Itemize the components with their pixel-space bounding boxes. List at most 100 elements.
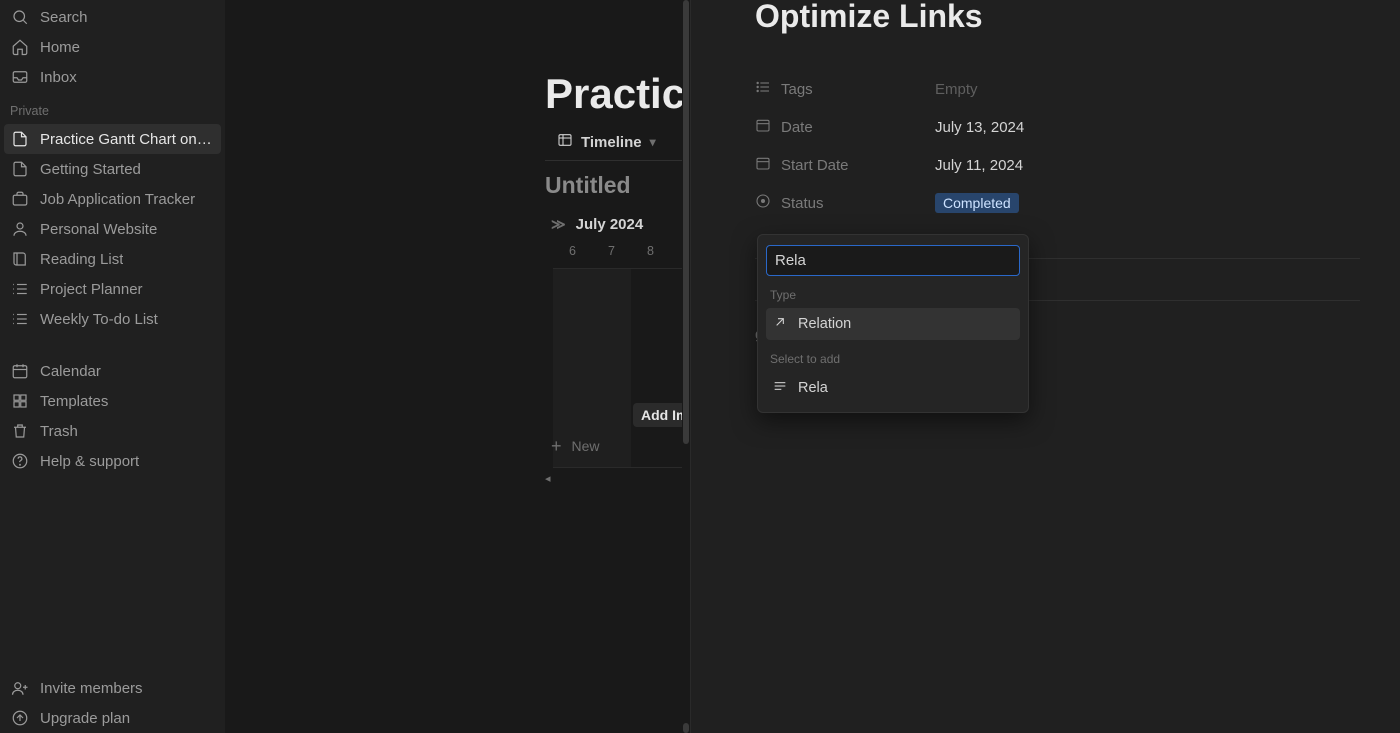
scroll-left-caret-icon: ◂ [545, 472, 551, 485]
sidebar-item-templates[interactable]: Templates [0, 386, 225, 416]
view-name: Timeline [581, 134, 642, 151]
sidebar-item-trash[interactable]: Trash [0, 416, 225, 446]
main-content: Practice Gantt Char Timeline ▾ Untitled … [225, 0, 690, 733]
list-icon [10, 279, 30, 299]
page-panel-title[interactable]: Optimize Links [755, 0, 1360, 32]
sidebar-item-label: Weekly To-do List [40, 311, 158, 328]
status-pill: Completed [935, 193, 1019, 213]
new-label: New [572, 438, 600, 454]
tags-icon [755, 79, 771, 99]
popover-section-select: Select to add [770, 352, 1016, 366]
sidebar-item-label: Search [40, 9, 88, 26]
sidebar-section-private: Private [0, 92, 225, 124]
sidebar-item-home[interactable]: Home [0, 32, 225, 62]
property-key: Tags [755, 79, 923, 99]
sidebar-item-label: Job Application Tracker [40, 191, 195, 208]
popover-item-label: Relation [798, 316, 851, 332]
day-column: 6 [553, 244, 592, 258]
sidebar-item-calendar[interactable]: Calendar [0, 356, 225, 386]
sidebar-item-label: Home [40, 39, 80, 56]
templates-icon [10, 391, 30, 411]
sidebar-item-label: Inbox [40, 69, 77, 86]
page-icon [10, 129, 30, 149]
sidebar-item-label: Upgrade plan [40, 710, 130, 727]
sidebar-page-getting-started[interactable]: Getting Started [0, 154, 225, 184]
sidebar-page-practice-gantt-chart-on-n[interactable]: Practice Gantt Chart on N… [4, 124, 221, 154]
sidebar-item-label: Invite members [40, 680, 143, 697]
brief-icon [10, 189, 30, 209]
page-icon [10, 159, 30, 179]
days-header: 67891011121314 [553, 244, 690, 258]
popover-item-relation[interactable]: Relation [766, 308, 1020, 340]
property-value[interactable]: Empty [935, 81, 978, 98]
v-scroll-thumb-tail[interactable] [683, 723, 689, 733]
property-search-input[interactable] [766, 245, 1020, 276]
calendar-icon [10, 361, 30, 381]
property-key-label: Date [781, 119, 813, 136]
timeline-h-scrollbar[interactable]: ◂ [545, 472, 690, 486]
sidebar-item-label: Reading List [40, 251, 123, 268]
sidebar-item-label: Practice Gantt Chart on N… [40, 131, 215, 148]
plus-icon: + [551, 439, 562, 453]
property-key: Status [755, 193, 923, 213]
month-label: July 2024 [576, 216, 644, 233]
sidebar-item-label: Personal Website [40, 221, 157, 238]
property-type-popover: Type Relation Select to add Rela [757, 234, 1029, 413]
text-icon [772, 378, 788, 398]
sidebar-page-weekly-to-do-list[interactable]: Weekly To-do List [0, 304, 225, 334]
sidebar-page-job-application-tracker[interactable]: Job Application Tracker [0, 184, 225, 214]
property-list: Tags Empty Date July 13, 2024 Start Date July… [755, 70, 1360, 222]
sidebar-item-label: Templates [40, 393, 108, 410]
database-title[interactable]: Untitled [545, 172, 631, 199]
property-key: Start Date [755, 155, 923, 175]
popover-section-type: Type [770, 288, 1016, 302]
sidebar-item-label: Project Planner [40, 281, 143, 298]
person-icon [10, 219, 30, 239]
property-row-start-date[interactable]: Start Date July 11, 2024 [755, 146, 1360, 184]
date-icon [755, 117, 771, 137]
sidebar: Search Home Inbox Private Practice Gantt C… [0, 0, 225, 733]
property-key-label: Tags [781, 81, 813, 98]
property-row-date[interactable]: Date July 13, 2024 [755, 108, 1360, 146]
divider [545, 160, 690, 161]
day-column: 7 [592, 244, 631, 258]
sidebar-item-help-support[interactable]: Help & support [0, 446, 225, 476]
chevron-down-icon: ▾ [650, 135, 656, 149]
v-scroll-thumb[interactable] [683, 0, 689, 444]
sidebar-item-search[interactable]: Search [0, 2, 225, 32]
sidebar-item-inbox[interactable]: Inbox [0, 62, 225, 92]
timeline-month[interactable]: ≫ July 2024 [551, 216, 643, 233]
property-key-label: Start Date [781, 157, 849, 174]
property-row-tags[interactable]: Tags Empty [755, 70, 1360, 108]
sidebar-page-reading-list[interactable]: Reading List [0, 244, 225, 274]
property-key-label: Status [781, 195, 824, 212]
property-value[interactable]: July 13, 2024 [935, 119, 1024, 136]
sidebar-page-personal-website[interactable]: Personal Website [0, 214, 225, 244]
page-title: Practice Gantt Char [545, 70, 690, 118]
status-icon [755, 193, 771, 213]
sidebar-page-project-planner[interactable]: Project Planner [0, 274, 225, 304]
new-row-button[interactable]: + New [551, 438, 600, 454]
home-icon [10, 37, 30, 57]
inbox-icon [10, 67, 30, 87]
trash-icon [10, 421, 30, 441]
property-value[interactable]: July 11, 2024 [935, 157, 1023, 174]
property-row-status[interactable]: Status Completed [755, 184, 1360, 222]
sidebar-item-label: Calendar [40, 363, 101, 380]
center-v-scrollbar[interactable] [682, 0, 690, 733]
day-column: 8 [631, 244, 670, 258]
list-icon [10, 309, 30, 329]
property-key: Date [755, 117, 923, 137]
property-value[interactable]: Completed [935, 195, 1019, 212]
popover-item-rela[interactable]: Rela [766, 372, 1020, 404]
sidebar-item-invite-members[interactable]: Invite members [0, 673, 225, 703]
sidebar-item-upgrade-plan[interactable]: Upgrade plan [0, 703, 225, 733]
upgrade-icon [10, 708, 30, 728]
popover-item-label: Rela [798, 380, 828, 396]
page-panel: Optimize Links Tags Empty Date July 13, 202… [690, 0, 1400, 733]
date-icon [755, 155, 771, 175]
book-icon [10, 249, 30, 269]
relation-icon [772, 314, 788, 334]
search-icon [10, 7, 30, 27]
view-picker[interactable]: Timeline ▾ [557, 132, 656, 152]
